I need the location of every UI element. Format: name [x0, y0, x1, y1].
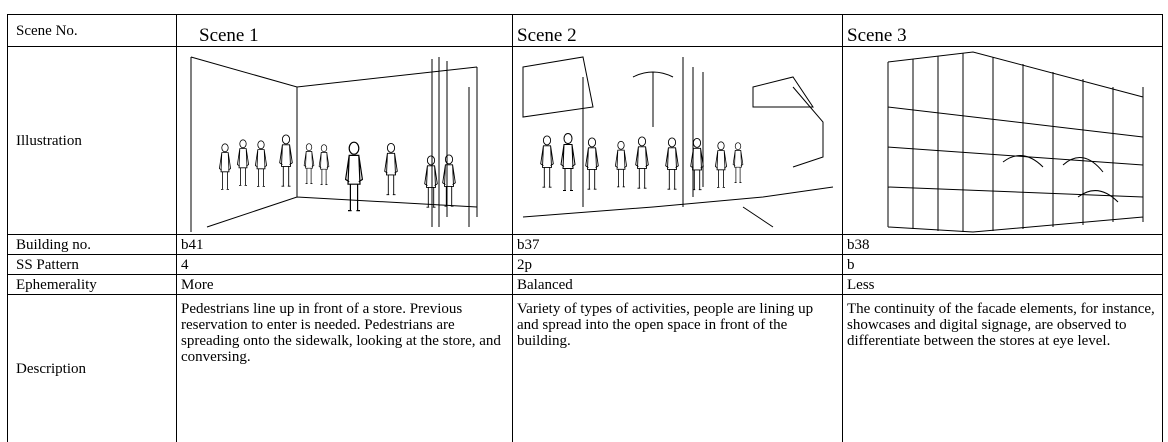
cell: b37: [513, 235, 843, 255]
cell: Variety of types of activities, people a…: [513, 295, 843, 442]
scene-2-illustration: [513, 47, 843, 234]
table-row: Building no. b41 b37 b38: [8, 235, 1163, 255]
header-cell: Scene 1: [177, 15, 513, 47]
cell: Pedestrians line up in front of a store.…: [177, 295, 513, 442]
cell: More: [177, 275, 513, 295]
illustration-cell: [177, 47, 513, 235]
table-row: SS Pattern 4 2p b: [8, 255, 1163, 275]
cell: 4: [177, 255, 513, 275]
scene-1-illustration: [177, 47, 513, 234]
cell: Less: [843, 275, 1163, 295]
row-label: Ephemerality: [8, 275, 177, 295]
row-label: Building no.: [8, 235, 177, 255]
row-label: SS Pattern: [8, 255, 177, 275]
illustration-cell: [513, 47, 843, 235]
header-cell: Scene No.: [8, 15, 177, 47]
header-cell: Scene 3: [843, 15, 1163, 47]
table-row: Ephemerality More Balanced Less: [8, 275, 1163, 295]
scene-table: Scene No. Scene 1 Scene 2 Scene 3 Illust…: [7, 14, 1163, 442]
cell: b38: [843, 235, 1163, 255]
row-label: Description: [8, 295, 177, 442]
cell: b: [843, 255, 1163, 275]
table-row: Description Pedestrians line up in front…: [8, 295, 1163, 442]
scene-3-illustration: [843, 47, 1163, 234]
header-cell: Scene 2: [513, 15, 843, 47]
cell: 2p: [513, 255, 843, 275]
cell: b41: [177, 235, 513, 255]
cell: Balanced: [513, 275, 843, 295]
cell: The continuity of the facade elements, f…: [843, 295, 1163, 442]
header-row: Scene No. Scene 1 Scene 2 Scene 3: [8, 15, 1163, 47]
illustration-cell: [843, 47, 1163, 235]
illustration-row: Illustration: [8, 47, 1163, 235]
row-label: Illustration: [8, 47, 177, 235]
